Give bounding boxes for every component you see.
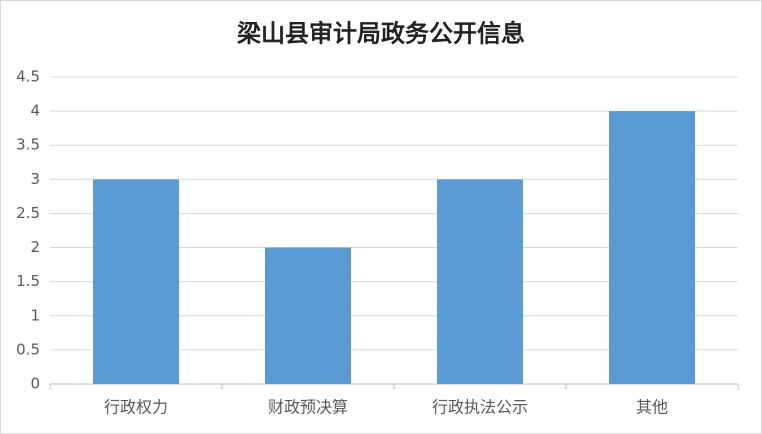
x-tick-label: 其他 — [636, 398, 668, 417]
bar — [437, 179, 523, 384]
y-tick-label: 2 — [30, 238, 40, 256]
bar — [93, 179, 179, 384]
y-tick-label: 1 — [30, 306, 40, 324]
bar — [265, 247, 351, 384]
x-tick-label: 财政预决算 — [268, 398, 348, 417]
x-tick-label: 行政权力 — [104, 398, 168, 417]
bar — [609, 111, 695, 384]
x-tick-label: 行政执法公示 — [432, 398, 528, 417]
y-tick-label: 2.5 — [16, 204, 40, 222]
y-tick-label: 1.5 — [16, 272, 40, 290]
chart-title: 梁山县审计局政务公开信息 — [236, 19, 525, 48]
y-tick-label: 3.5 — [16, 136, 40, 154]
y-tick-label: 4 — [30, 102, 40, 120]
y-tick-label: 0 — [30, 375, 40, 393]
y-tick-label: 4.5 — [16, 68, 40, 86]
y-tick-label: 3 — [30, 170, 40, 188]
y-tick-label: 0.5 — [16, 340, 40, 358]
